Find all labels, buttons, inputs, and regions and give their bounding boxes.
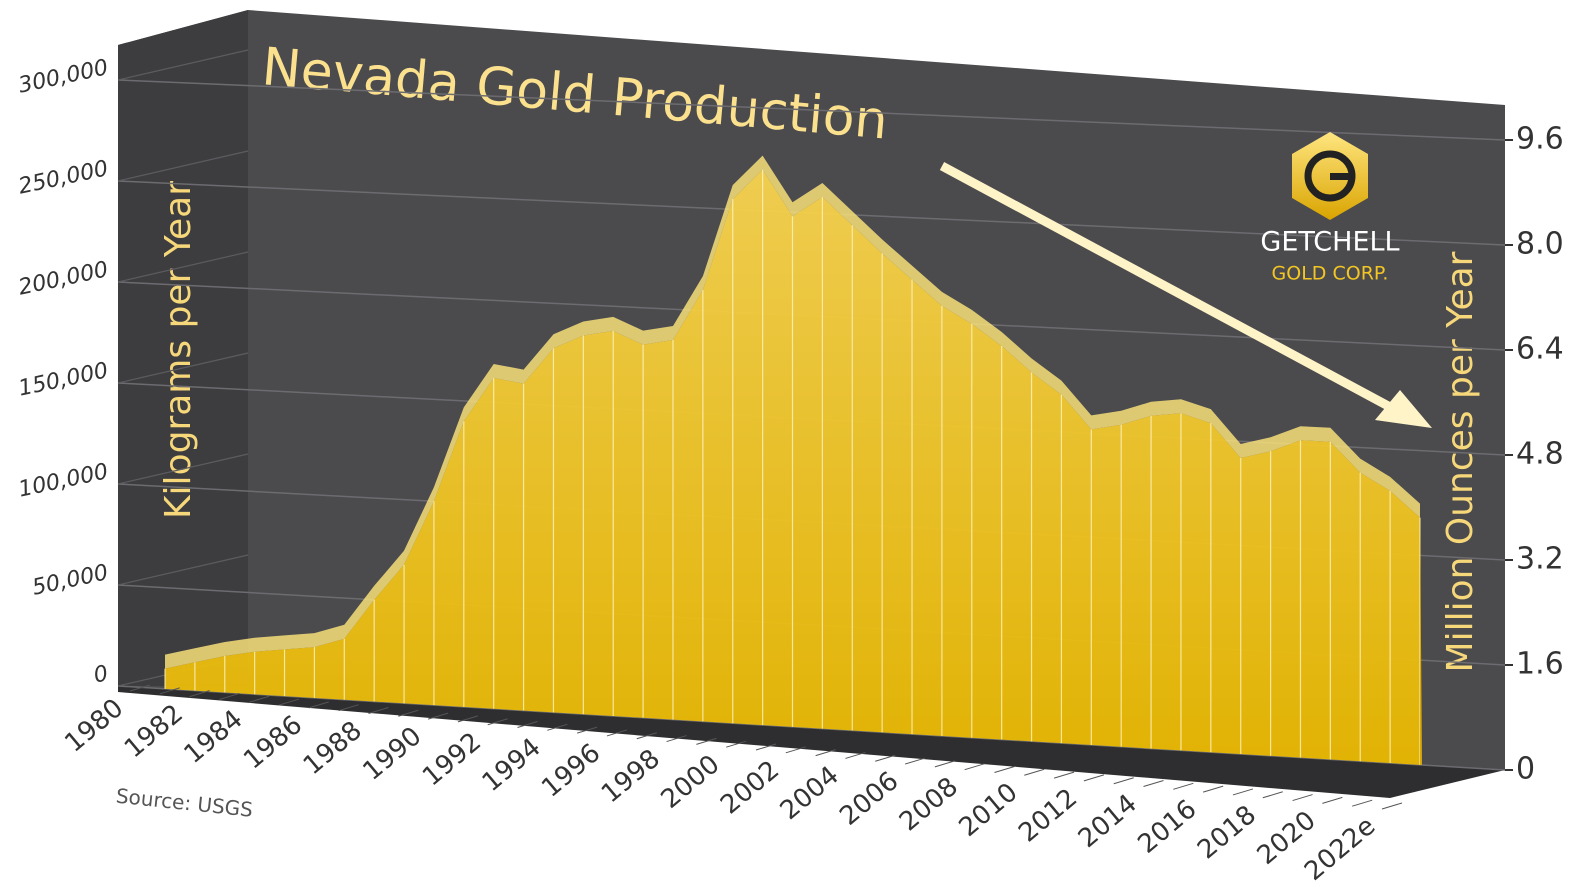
x-tick-label: 2018	[1192, 800, 1262, 866]
y-tick-label: 50,000	[30, 560, 110, 600]
side-wall	[118, 10, 248, 686]
x-tick-label: 2016	[1132, 794, 1202, 860]
x-tick	[487, 718, 508, 726]
x-tick	[755, 743, 777, 751]
x-tick-label: 2014	[1073, 789, 1143, 855]
x-tick	[308, 701, 330, 709]
x-tick	[994, 765, 1015, 773]
x-tick	[457, 715, 479, 723]
x-tick	[1173, 782, 1194, 790]
x-tick-label: 2008	[894, 772, 964, 838]
y2-tick-label: 1.6	[1516, 647, 1564, 682]
x-tick	[606, 729, 628, 737]
x-tick-label: 1992	[417, 727, 487, 793]
x-tick-label: 1982	[119, 699, 189, 765]
y2-tick-label: 9.6	[1516, 122, 1564, 157]
y2-axis-label: Million Ounces per Year	[1440, 251, 1481, 672]
x-tick	[1322, 796, 1343, 804]
x-tick	[1232, 788, 1254, 796]
x-tick	[636, 732, 657, 740]
x-tick	[368, 706, 389, 714]
y-tick-label: 100,000	[16, 459, 110, 502]
x-tick	[1053, 771, 1075, 779]
logo-name: GETCHELL	[1260, 227, 1399, 258]
logo-sub: GOLD CORP.	[1272, 263, 1389, 285]
x-tick	[129, 684, 151, 692]
arrow-head	[1375, 390, 1432, 428]
x-tick	[338, 704, 359, 712]
x-tick-label: 2006	[834, 766, 904, 832]
x-tick-label: 1998	[596, 744, 666, 810]
x-tick	[1262, 791, 1283, 799]
x-tick	[1113, 777, 1134, 785]
side-grid	[117, 251, 249, 283]
y2-tick-label: 3.2	[1516, 542, 1564, 577]
x-tick	[904, 757, 926, 765]
x-tick	[666, 735, 687, 743]
x-tick	[576, 726, 598, 734]
x-tick-label: 1984	[179, 704, 249, 770]
x-tick	[696, 737, 717, 745]
x-tick	[547, 723, 568, 731]
x-tick-label: 2000	[656, 749, 726, 815]
x-tick-label: 2010	[954, 777, 1024, 843]
x-tick-label: 1988	[298, 716, 368, 782]
y-tick-label: 150,000	[16, 358, 110, 401]
side-grid	[117, 352, 249, 384]
y2-tick-label: 8.0	[1516, 227, 1564, 262]
y-tick-label: 200,000	[16, 257, 110, 300]
x-tick	[1292, 794, 1313, 802]
x-tick	[1083, 774, 1105, 782]
grid-line	[117, 79, 1506, 141]
x-tick	[219, 692, 240, 700]
y2-tick-label: 0	[1516, 752, 1535, 787]
floor	[118, 686, 1505, 798]
x-tick	[1381, 802, 1403, 810]
x-tick	[1143, 780, 1164, 788]
x-tick-label: 2002	[715, 755, 785, 821]
logo-g	[1304, 150, 1356, 202]
y2-tick-label: 4.8	[1516, 437, 1564, 472]
trend-arrow	[939, 162, 1408, 419]
y-tick-label: 0	[92, 661, 111, 688]
x-tick	[726, 740, 747, 748]
area-side	[1420, 517, 1422, 765]
x-tick	[934, 760, 956, 768]
x-tick-label: 1980	[59, 693, 129, 759]
x-tick	[249, 695, 270, 703]
side-grid	[117, 150, 249, 182]
x-tick	[517, 721, 538, 729]
side-grid	[117, 554, 249, 586]
x-tick	[189, 690, 210, 698]
logo-g-bar	[1330, 173, 1350, 180]
x-tick	[815, 749, 836, 757]
x-tick	[427, 712, 449, 720]
x-tick-label: 2004	[775, 761, 845, 827]
x-tick	[278, 698, 300, 706]
x-tick	[398, 709, 419, 717]
x-tick	[159, 687, 180, 695]
x-tick	[785, 746, 806, 754]
x-tick-label: 1990	[357, 721, 427, 787]
area-rim	[165, 155, 1420, 669]
x-tick	[875, 754, 896, 762]
x-tick	[845, 751, 866, 759]
x-tick-label: 1994	[477, 732, 547, 798]
x-tick-label: 1996	[536, 738, 606, 804]
x-tick-label: 2012	[1013, 783, 1083, 849]
y-axis-label: Kilograms per Year	[158, 181, 199, 519]
x-tick-label: 1986	[238, 710, 308, 776]
x-tick	[1352, 799, 1373, 807]
y2-tick-label: 6.4	[1516, 332, 1564, 367]
plot	[117, 49, 1506, 771]
x-tick	[1024, 768, 1045, 776]
y-tick-label: 250,000	[16, 156, 110, 199]
source-note: Source: USGS	[115, 784, 254, 822]
side-grid	[117, 453, 249, 485]
x-tick	[1202, 785, 1224, 793]
y-tick-label: 300,000	[16, 55, 110, 98]
x-tick	[964, 763, 985, 771]
side-grid	[117, 49, 249, 81]
